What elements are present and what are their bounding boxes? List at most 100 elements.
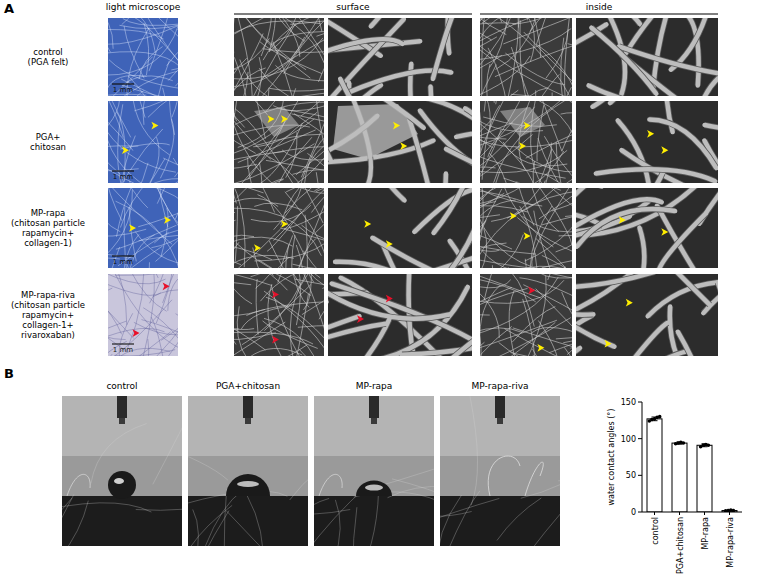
arrowhead: [281, 220, 288, 228]
fiber: [480, 322, 482, 356]
fiber: [298, 325, 324, 327]
fiber: [234, 220, 235, 235]
panel-label: B: [4, 366, 14, 381]
y-tick-label: 50: [626, 471, 636, 480]
row-label: chitosan: [30, 142, 66, 152]
fiber: [480, 56, 530, 96]
fiber: [62, 495, 74, 546]
fiber: [234, 188, 235, 213]
micrograph: [480, 18, 572, 96]
fiber-edge: [617, 352, 686, 356]
fiber: [301, 101, 324, 116]
micrograph: [576, 101, 718, 183]
fiber: [234, 304, 265, 350]
fiber: [576, 348, 580, 356]
fiber: [234, 237, 292, 257]
fiber: [562, 101, 572, 151]
arrowhead: [647, 130, 654, 138]
fiber: [576, 188, 645, 198]
fiber-edge: [410, 119, 446, 183]
fiber: [512, 88, 548, 96]
fiber: [234, 38, 323, 79]
fiber-edge: [446, 149, 472, 183]
fiber-edge: [619, 46, 718, 77]
fiber: [533, 355, 572, 356]
fiber: [176, 101, 178, 110]
fiber: [272, 188, 323, 223]
fiber: [446, 149, 472, 183]
fiber-edge: [434, 188, 472, 233]
plot-area: [647, 415, 737, 512]
fiber: [267, 214, 300, 251]
micrograph: [328, 274, 472, 356]
fiber: [234, 144, 314, 183]
fiber: [168, 274, 178, 310]
micrograph: [576, 274, 718, 356]
fiber: [480, 188, 572, 206]
fiber: [148, 18, 178, 76]
fiber-edge: [576, 348, 580, 356]
fiber: [653, 18, 718, 90]
fiber: [144, 23, 149, 74]
micrograph: [234, 18, 324, 96]
fiber: [542, 205, 572, 225]
fiber: [164, 158, 178, 172]
fiber: [255, 203, 302, 210]
fiber: [249, 348, 302, 356]
fiber: [126, 274, 143, 352]
fiber: [272, 287, 322, 356]
fiber: [335, 262, 450, 268]
image-bg: [440, 396, 560, 546]
fiber-edge: [576, 199, 662, 244]
scale-bar-label: 1 mm: [113, 173, 133, 181]
y-tick-label: 150: [621, 398, 636, 407]
fiber-edge: [716, 101, 718, 162]
fiber: [290, 274, 324, 356]
fiber: [266, 297, 324, 356]
fiber: [482, 251, 557, 268]
arrowhead: [164, 216, 171, 224]
fiber: [234, 188, 245, 267]
fiber: [255, 231, 324, 261]
image-bg-top: [62, 396, 182, 456]
fiber: [388, 486, 434, 506]
x-tick: [654, 512, 655, 515]
fiber: [481, 281, 564, 304]
fiber: [149, 18, 169, 71]
fiber: [492, 266, 521, 268]
fiber: [108, 188, 148, 208]
fiber: [136, 464, 182, 510]
fiber: [316, 204, 324, 232]
fiber: [576, 173, 663, 183]
fiber: [536, 18, 566, 45]
needle-tip: [371, 418, 377, 424]
fiber-edge: [617, 323, 667, 356]
fiber-edge: [596, 169, 715, 181]
scale-bar: [112, 83, 134, 84]
row-label: MP-rapa: [31, 208, 66, 218]
fiber-edge: [576, 188, 645, 198]
fiber: [110, 332, 170, 356]
fiber: [299, 349, 324, 356]
fiber: [576, 280, 593, 315]
row-label: collagen-1+: [22, 320, 73, 330]
fiber: [234, 39, 269, 75]
fiber-edge: [576, 274, 655, 287]
fiber-edge: [678, 332, 707, 356]
fiber: [234, 34, 263, 96]
fiber: [545, 137, 572, 183]
fiber: [480, 18, 518, 27]
arrowhead: [163, 282, 170, 290]
fiber: [480, 221, 486, 268]
fiber: [266, 18, 324, 87]
x-tick: [679, 512, 680, 515]
fiber: [532, 327, 572, 342]
fiber: [565, 348, 572, 356]
fiber: [256, 279, 258, 334]
image-bg: [234, 274, 324, 356]
fiber: [274, 92, 324, 96]
fiber: [108, 25, 178, 75]
fiber: [328, 279, 449, 318]
arrowhead: [528, 287, 535, 295]
image-bg: [576, 101, 718, 183]
